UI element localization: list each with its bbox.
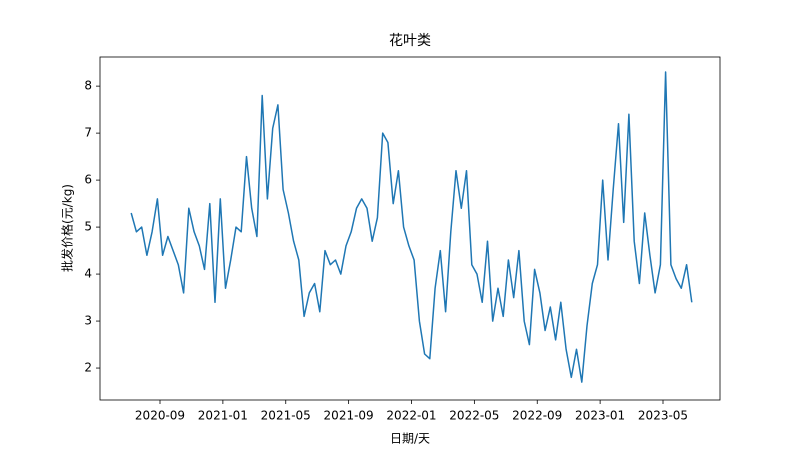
chart-title: 花叶类 (389, 33, 431, 49)
y-axis-label: 批发价格(元/kg) (60, 184, 75, 272)
y-tick-label: 5 (84, 220, 92, 234)
x-axis-label: 日期/天 (390, 432, 430, 446)
x-tick-label: 2022-09 (512, 409, 562, 423)
x-tick-label: 2022-01 (386, 409, 436, 423)
x-tick-label: 2021-05 (261, 409, 311, 423)
y-tick-label: 6 (84, 173, 92, 187)
y-tick-label: 7 (84, 126, 92, 140)
y-tick-label: 3 (84, 314, 92, 328)
x-tick-label: 2023-05 (638, 409, 688, 423)
x-tick-label: 2021-01 (198, 409, 248, 423)
y-tick-label: 4 (84, 267, 92, 281)
plot-frame (99, 56, 721, 401)
x-tick-label: 2022-05 (449, 409, 499, 423)
x-tick-label: 2020-09 (135, 409, 185, 423)
x-tick-label: 2021-09 (324, 409, 374, 423)
line (130, 71, 693, 383)
y-tick-label: 8 (84, 79, 92, 93)
x-tick-label: 2023-01 (575, 409, 625, 423)
y-tick-label: 2 (84, 361, 92, 375)
